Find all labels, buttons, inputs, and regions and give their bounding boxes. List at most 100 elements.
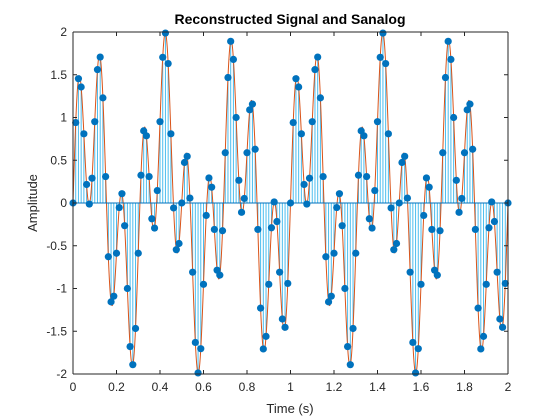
sample-point: [471, 225, 479, 234]
sample-point: [428, 225, 436, 234]
sample-point: [270, 198, 278, 206]
sample-point: [186, 194, 194, 202]
x-tick-label: 1.2: [326, 380, 343, 394]
sample-point: [493, 268, 501, 276]
sample-point: [91, 118, 99, 126]
sample-point: [131, 324, 140, 333]
sample-point: [398, 158, 406, 167]
sample-point: [482, 280, 490, 288]
sample-point: [284, 279, 292, 288]
sample-point: [112, 249, 121, 257]
sample-point: [501, 279, 509, 288]
sample-point: [297, 130, 305, 138]
sample-point: [251, 145, 259, 153]
sample-point: [104, 253, 112, 261]
sample-point: [262, 332, 270, 340]
sample-point: [360, 132, 368, 140]
sample-point: [153, 186, 161, 195]
sample-point: [319, 172, 327, 181]
sample-point: [248, 100, 257, 108]
sample-point: [352, 249, 360, 257]
sample-point: [194, 369, 202, 377]
sample-point: [224, 73, 232, 82]
sample-point: [267, 224, 276, 232]
sample-point: [246, 106, 254, 114]
sample-point: [308, 118, 316, 126]
sample-point: [175, 239, 183, 248]
sample-point: [490, 217, 499, 226]
sample-point: [254, 225, 262, 234]
sample-point: [343, 342, 352, 351]
sample-point: [148, 215, 156, 223]
x-tick-label: 2: [505, 380, 512, 394]
sample-point: [197, 345, 205, 353]
sample-point: [420, 211, 428, 220]
sample-point: [93, 66, 102, 74]
sample-point: [129, 361, 137, 369]
sample-point: [172, 246, 180, 254]
sample-point: [295, 83, 303, 91]
sample-point: [303, 200, 311, 208]
sample-point: [469, 145, 477, 153]
sample-point: [205, 174, 213, 182]
sample-point: [110, 292, 118, 300]
sample-point: [433, 271, 441, 279]
sample-point: [333, 203, 341, 212]
sample-point: [237, 208, 246, 216]
sample-point: [463, 106, 471, 114]
sample-point: [330, 249, 338, 257]
sample-point: [401, 152, 409, 160]
sample-point: [311, 66, 319, 74]
stem-series: [75, 33, 506, 373]
sample-point: [460, 149, 469, 157]
sample-point: [150, 224, 159, 232]
sample-point: [477, 345, 485, 353]
sample-point: [96, 53, 104, 61]
sample-point: [292, 75, 300, 83]
sample-point: [436, 227, 444, 235]
sample-point: [273, 217, 281, 226]
sample-point: [121, 222, 129, 230]
x-tick-label: 1.4: [369, 380, 386, 394]
sample-point: [199, 280, 208, 288]
sample-point: [276, 268, 284, 276]
sample-point: [382, 59, 390, 68]
sample-point: [390, 246, 398, 254]
sample-point: [278, 315, 286, 323]
sample-point: [183, 152, 191, 160]
sample-point: [488, 198, 496, 206]
y-tick-label: 1.5: [50, 68, 67, 82]
sample-point: [85, 200, 93, 208]
sample-point: [167, 130, 175, 138]
x-tick-label: 0.6: [195, 380, 212, 394]
sample-point: [118, 190, 126, 198]
sample-point: [74, 75, 83, 83]
sample-point: [384, 130, 392, 138]
sample-point: [444, 37, 452, 45]
sample-point: [126, 342, 134, 351]
y-tick-label: 0: [60, 196, 67, 210]
sample-point: [447, 55, 455, 64]
sample-markers: [69, 29, 512, 377]
y-tick-label: -2: [56, 367, 67, 381]
sample-point: [422, 174, 431, 182]
sample-point: [161, 29, 170, 37]
sample-point: [102, 172, 110, 181]
sample-point: [373, 118, 382, 126]
sample-point: [417, 280, 425, 288]
sample-point: [392, 239, 401, 248]
x-tick-label: 0.2: [108, 380, 125, 394]
sample-point: [425, 183, 433, 191]
x-tick-label: 1: [287, 380, 294, 394]
sample-point: [485, 224, 493, 232]
sample-point: [439, 149, 447, 157]
x-tick-labels: 0 0.2 0.4 0.6 0.8 1 1.2 1.4 1.6 1.8 2: [70, 380, 512, 394]
sample-point: [371, 186, 379, 195]
sample-point: [82, 180, 91, 189]
sample-point: [142, 132, 151, 140]
x-tick-label: 0.8: [239, 380, 256, 394]
sample-point: [216, 271, 224, 279]
sample-point: [227, 37, 235, 45]
sample-point: [208, 183, 216, 191]
sample-point: [221, 149, 229, 157]
